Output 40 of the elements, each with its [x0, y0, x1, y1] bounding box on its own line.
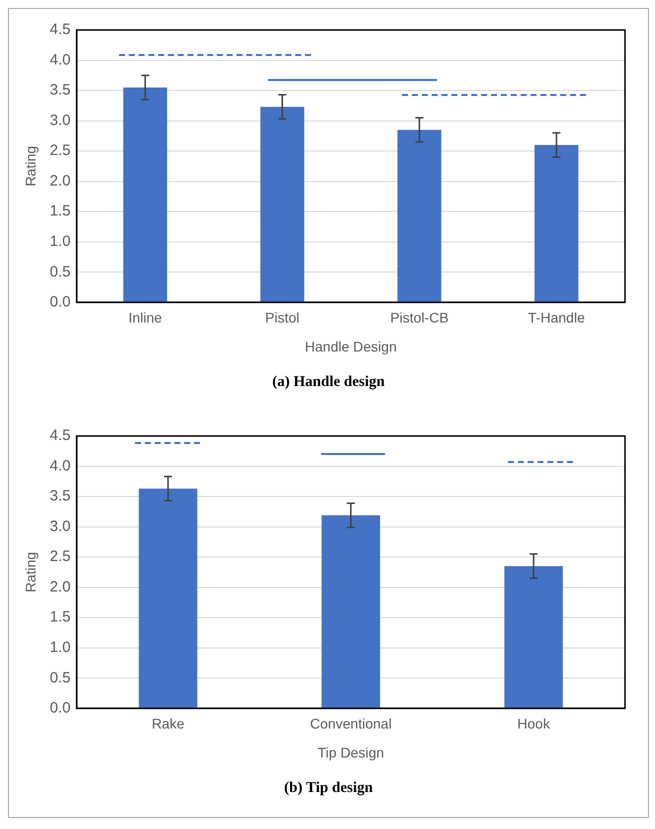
x-axis-title: Handle Design [304, 338, 396, 354]
y-tick-label: 4.5 [49, 21, 70, 38]
bar [534, 145, 578, 302]
y-tick-label: 4.0 [49, 51, 70, 68]
y-tick-label: 1.0 [49, 233, 70, 250]
y-axis-title: Rating [22, 146, 38, 186]
y-tick-label: 1.5 [49, 608, 70, 626]
x-tick-label: Conventional [309, 716, 392, 732]
x-tick-label: Rake [151, 716, 184, 732]
y-tick-label: 2.0 [49, 578, 70, 596]
y-tick-label: 0.5 [49, 669, 70, 686]
y-tick-label: 3.5 [49, 82, 70, 99]
y-tick-label: 3.5 [49, 488, 70, 505]
y-tick-label: 4.0 [49, 457, 70, 474]
x-tick-label: Pistol [264, 310, 299, 326]
y-tick-label: 0.0 [49, 294, 70, 311]
y-tick-label: 3.0 [49, 518, 70, 535]
y-tick-label: 2.5 [49, 142, 70, 160]
x-tick-label: Hook [516, 716, 550, 732]
x-axis-title: Tip Design [317, 744, 384, 760]
x-tick-label: Inline [128, 310, 162, 326]
y-tick-label: 3.0 [49, 112, 70, 129]
text: (a) Handle design [271, 374, 386, 391]
y-tick-label: 1.0 [49, 639, 70, 656]
bar [122, 88, 167, 302]
bar [260, 106, 304, 302]
bar [396, 130, 441, 302]
y-tick-label: 2.0 [49, 172, 70, 190]
y-tick-label: 0.5 [49, 263, 70, 280]
bar [321, 515, 380, 708]
y-tick-label: 0.0 [49, 700, 70, 717]
y-tick-label: 2.5 [49, 548, 70, 566]
x-tick-label: Pistol-CB [390, 310, 448, 326]
text: (b) Tip design [283, 780, 374, 797]
bar [504, 566, 562, 708]
y-axis-title: Rating [22, 552, 38, 592]
x-tick-label: T-Handle [528, 310, 585, 326]
bar [138, 488, 197, 708]
y-tick-label: 1.5 [49, 202, 70, 220]
y-tick-label: 4.5 [49, 427, 70, 444]
